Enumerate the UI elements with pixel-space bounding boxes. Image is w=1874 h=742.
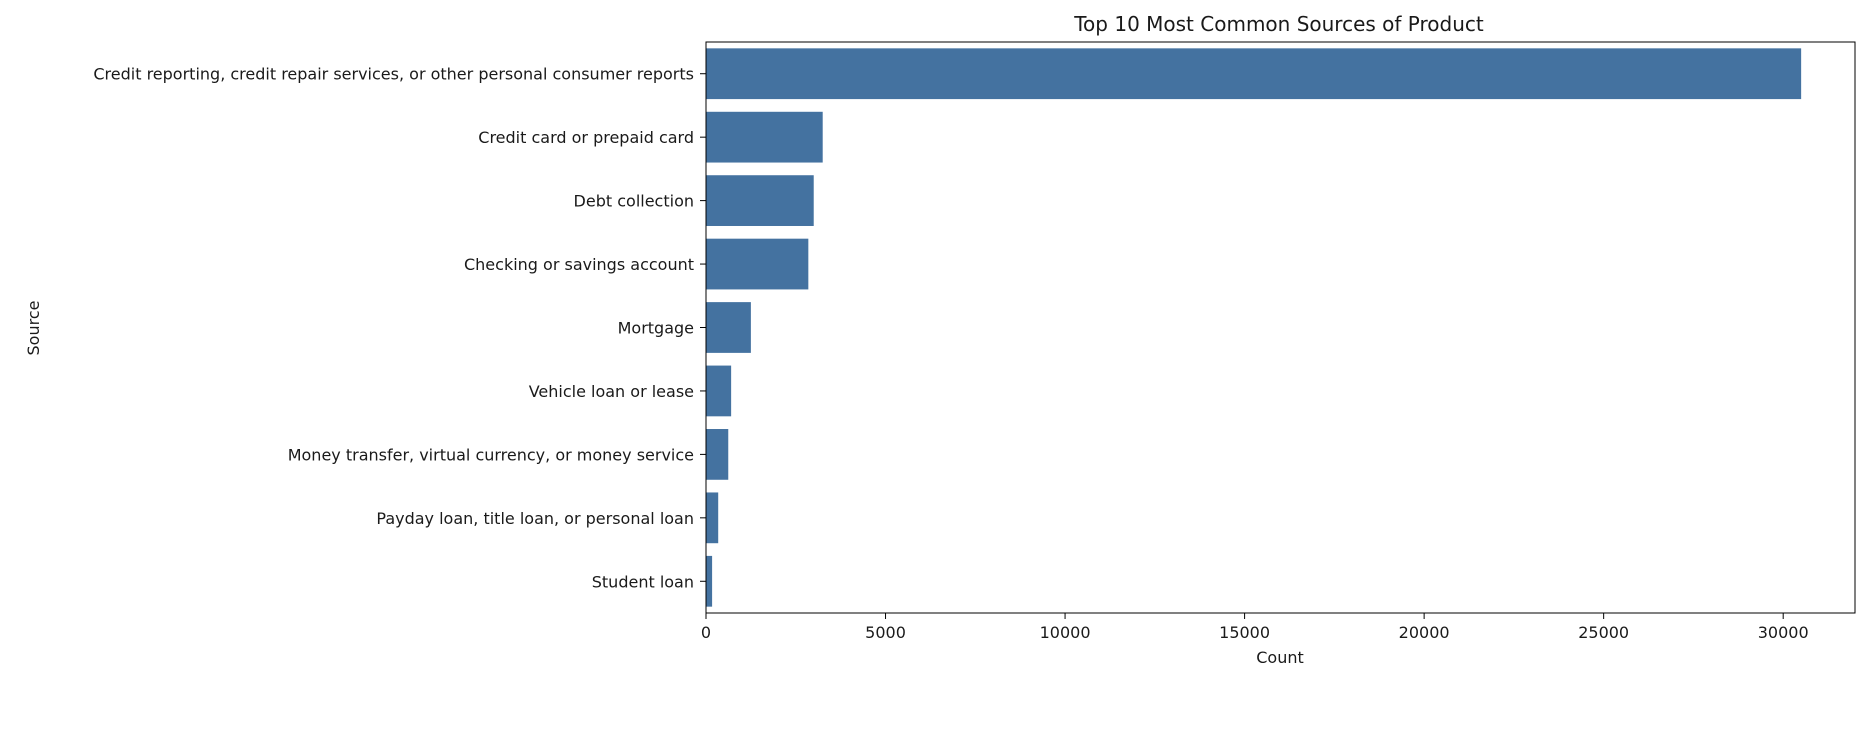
x-axis-label: Count (1256, 648, 1304, 667)
x-ticks: 0 5000 10000 15000 20000 25000 30000 (701, 613, 1809, 642)
bars-group (706, 48, 1802, 607)
y-tick-label: Payday loan, title loan, or personal loa… (376, 509, 694, 528)
y-tick-label: Credit card or prepaid card (478, 128, 694, 147)
y-axis-label: Source (24, 301, 43, 356)
x-tick-label: 15000 (1219, 623, 1270, 642)
x-tick-label: 30000 (1758, 623, 1809, 642)
y-tick-label: Vehicle loan or lease (529, 382, 694, 401)
bar (706, 302, 751, 353)
bar (706, 365, 732, 417)
y-tick-label: Debt collection (574, 192, 694, 211)
chart-title: Top 10 Most Common Sources of Product (1073, 12, 1484, 36)
bar (706, 492, 719, 544)
y-tick-label: Checking or savings account (464, 255, 694, 274)
x-tick-label: 10000 (1040, 623, 1091, 642)
y-tick-label: Credit reporting, credit repair services… (93, 65, 694, 84)
plot-frame (705, 41, 1856, 614)
x-tick-label: 0 (701, 623, 711, 642)
bar (706, 175, 814, 226)
bar (706, 111, 823, 163)
y-tick-labels: Credit reporting, credit repair services… (93, 65, 706, 591)
x-tick-label: 20000 (1399, 623, 1450, 642)
y-tick-label: Mortgage (618, 319, 694, 338)
x-tick-label: 25000 (1578, 623, 1629, 642)
bar (706, 555, 713, 607)
x-tick-label: 5000 (865, 623, 906, 642)
y-tick-label: Money transfer, virtual currency, or mon… (288, 445, 694, 464)
bar (706, 48, 1802, 100)
y-tick-label: Student loan (592, 572, 694, 591)
bar (706, 238, 809, 290)
bar (706, 429, 729, 480)
